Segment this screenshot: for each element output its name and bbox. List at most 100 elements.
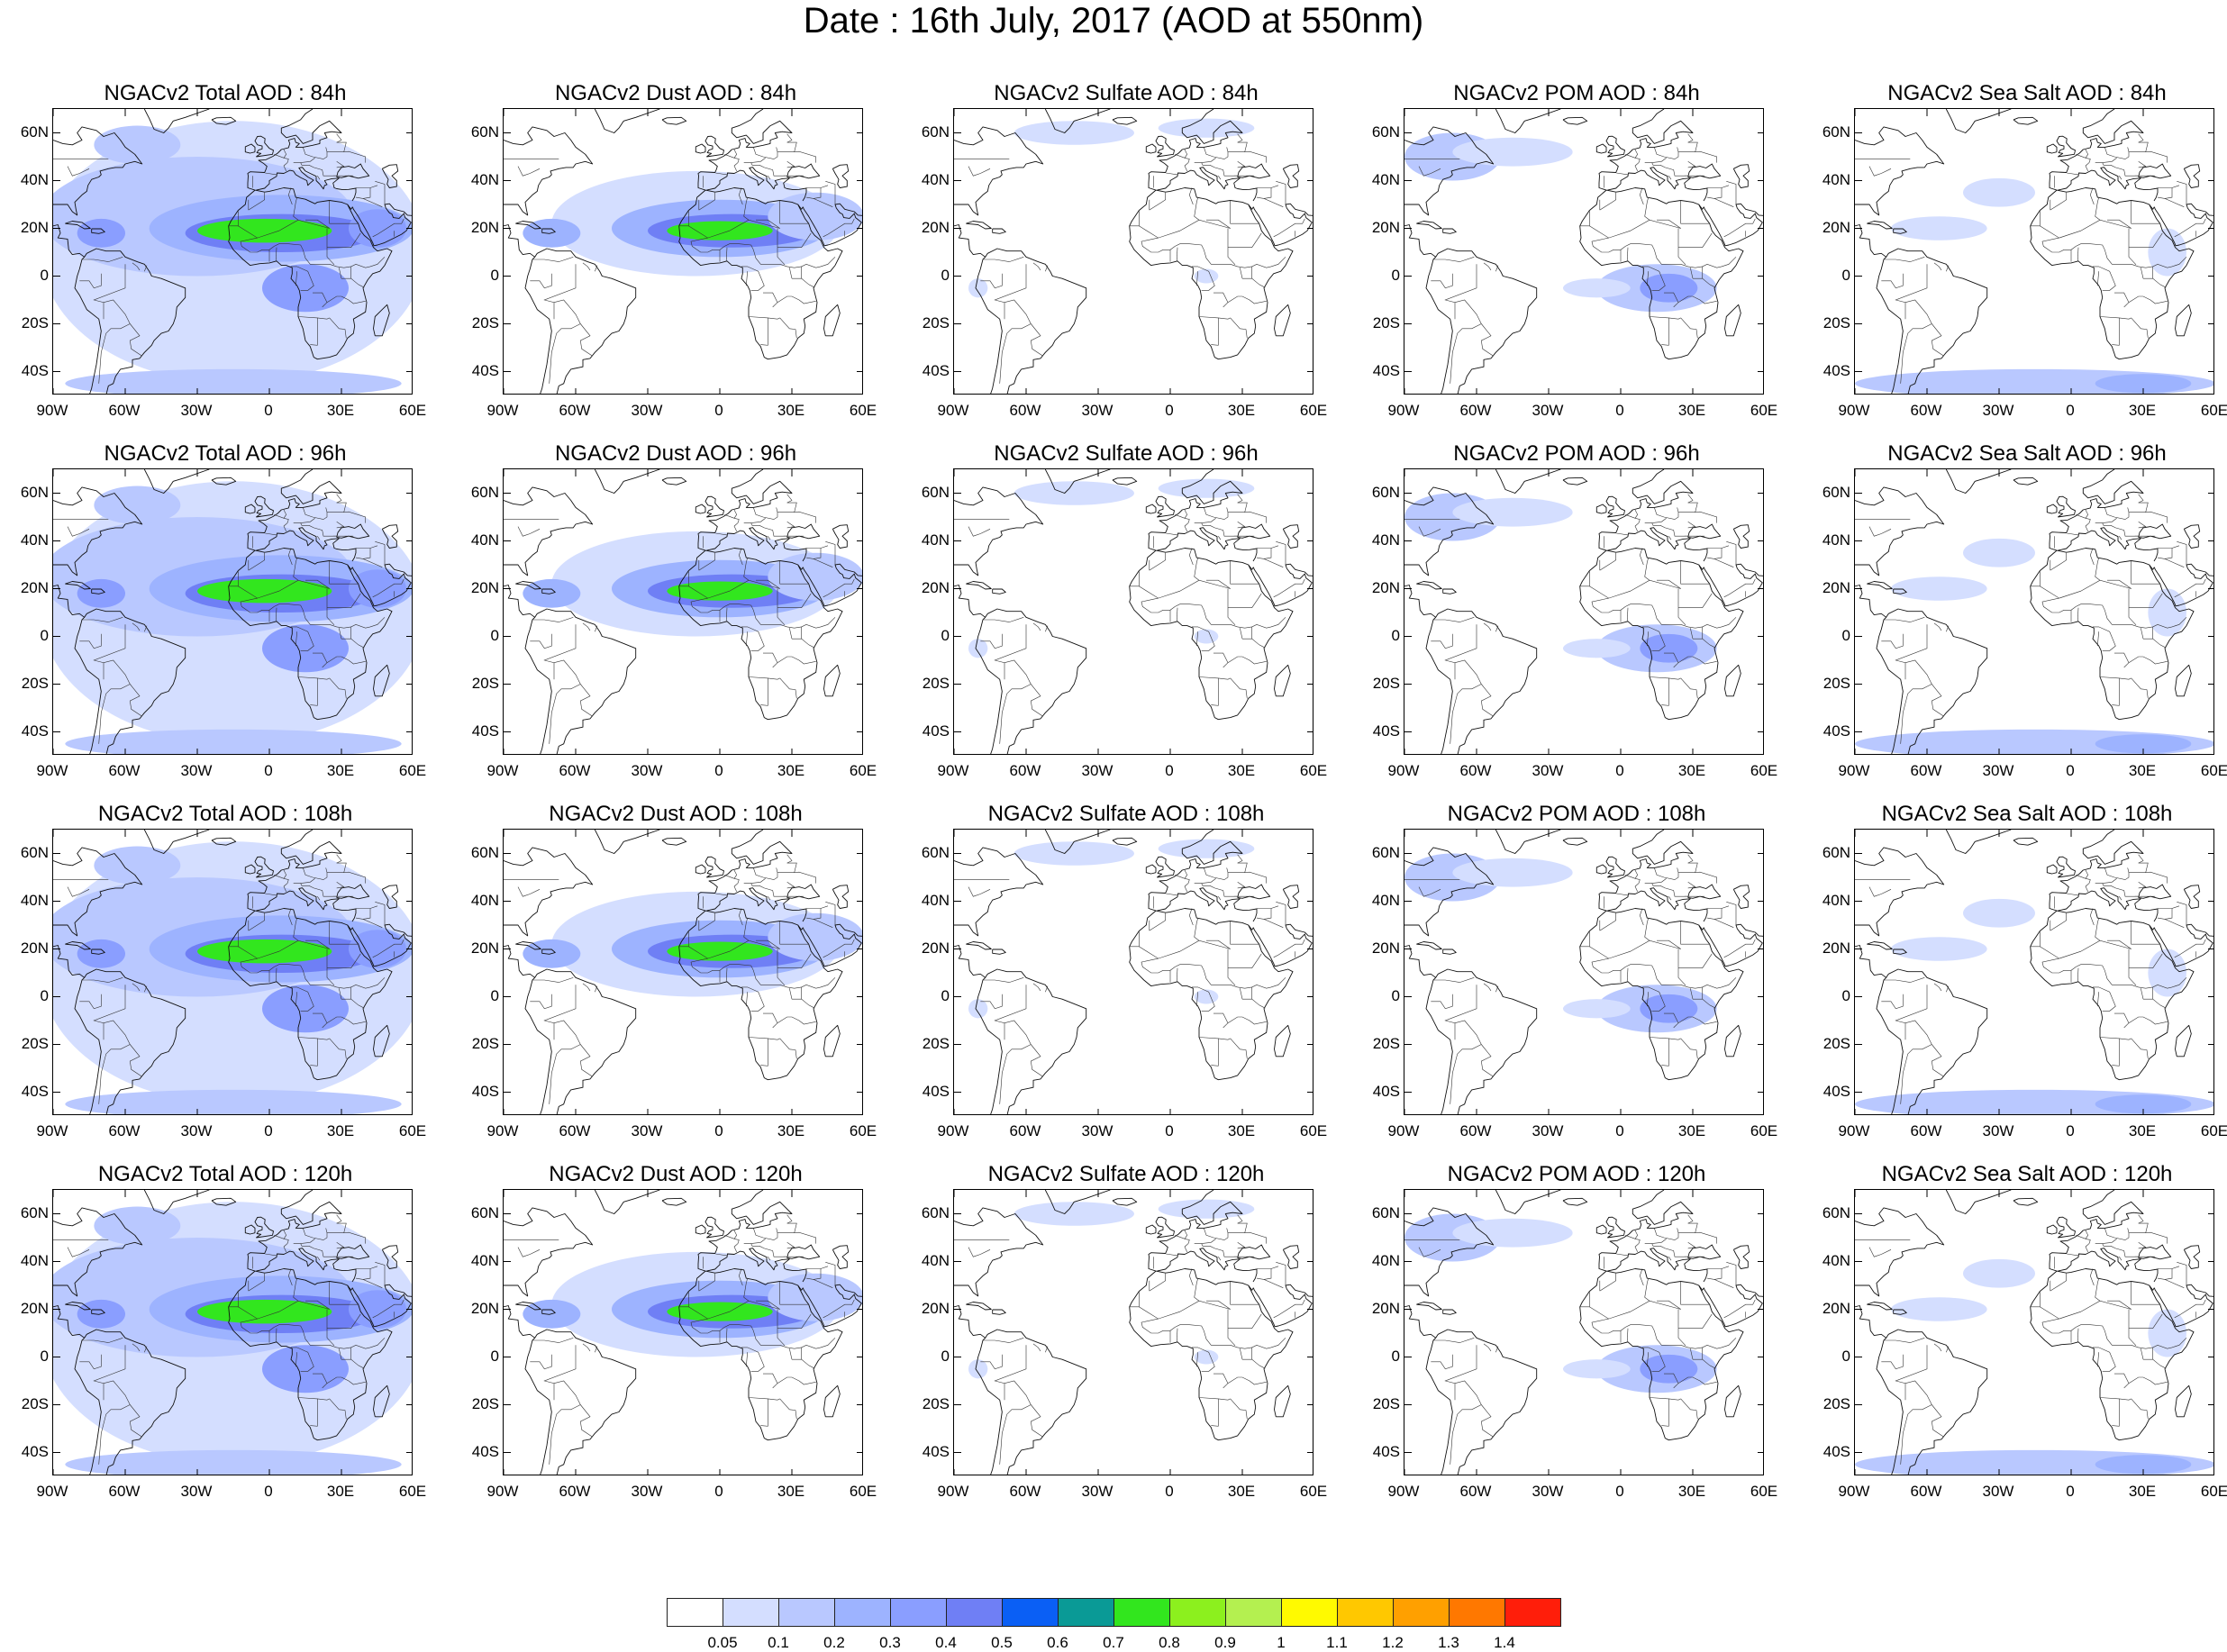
lat-tick-label: 20N: [1371, 939, 1400, 957]
lon-tick-label: 60E: [1750, 402, 1778, 419]
aod-field: [262, 264, 349, 313]
lon-tick-label: 30W: [1532, 762, 1564, 779]
country-borders: [504, 854, 855, 1104]
lat-tick-label: 40N: [1371, 1251, 1400, 1269]
lon-tick-label: 60W: [108, 762, 141, 779]
lon-tick-label: 30E: [777, 402, 805, 419]
lon-tick-label: 60E: [1750, 1122, 1778, 1139]
lat-tick-label: 40S: [922, 1082, 950, 1100]
map-svg: [53, 1190, 412, 1475]
lon-tick-label: 30W: [1982, 402, 2014, 419]
lon-tick-label: 0: [264, 762, 273, 779]
tick-marks: [1855, 830, 2213, 1114]
lat-tick-label: 40N: [1371, 531, 1400, 549]
aod-field: [1963, 177, 2035, 207]
colorbar-swatch: [1393, 1598, 1450, 1627]
aod-field: [768, 1273, 862, 1321]
lat-tick-label: 40S: [471, 361, 499, 379]
lat-tick-label: 60N: [1822, 1203, 1850, 1221]
panel-title: NGACv2 Dust AOD : 84h: [554, 81, 797, 105]
coastlines: [954, 830, 1313, 1114]
aod-field: [1194, 268, 1219, 284]
panel-title: NGACv2 POM AOD : 84h: [1453, 81, 1700, 105]
lat-tick-label: 40S: [1823, 1442, 1850, 1460]
coastlines: [1404, 830, 1763, 1114]
lat-tick-label: 20N: [470, 939, 499, 957]
map-frame: [1854, 468, 2214, 755]
aod-field: [94, 486, 181, 524]
map-frame: [52, 829, 413, 1115]
lon-tick-label: 30E: [1677, 402, 1706, 419]
lat-tick-label: 20N: [1822, 939, 1850, 957]
map-svg: [53, 830, 412, 1114]
country-borders: [954, 854, 1305, 1104]
lat-tick-label: 60N: [1371, 123, 1400, 141]
aod-field: [1014, 841, 1134, 866]
lon-tick-label: 0: [714, 1483, 723, 1500]
lat-tick-label: 20S: [471, 674, 499, 692]
map-frame: [1404, 108, 1764, 395]
tick-marks: [504, 109, 862, 394]
lat-tick-label: 40S: [1823, 1082, 1850, 1100]
lat-tick-label: 0: [1391, 266, 1400, 284]
lon-tick-label: 90W: [937, 402, 969, 419]
lon-tick-label: 30W: [180, 402, 213, 419]
aod-field: [667, 941, 773, 961]
lon-tick-label: 0: [1615, 762, 1624, 779]
aod-field: [65, 368, 402, 394]
map-panel: NGACv2 Total AOD : 108h 60N 40N 20N 0 20S 40S 9…: [0, 802, 450, 1180]
country-borders: [53, 1214, 404, 1465]
lat-tick-label: 60N: [20, 1203, 49, 1221]
lon-tick-label: 30W: [1982, 1122, 2014, 1139]
lon-tick-label: 30W: [631, 1122, 663, 1139]
lat-tick-label: 0: [40, 1347, 49, 1365]
tick-marks: [1855, 469, 2213, 754]
tick-marks: [1404, 830, 1763, 1114]
tick-marks: [954, 830, 1313, 1114]
lon-tick-label: 30E: [326, 1483, 355, 1500]
lon-tick-label: 30E: [1677, 1122, 1706, 1139]
coastlines: [1404, 109, 1763, 394]
map-svg: [1855, 109, 2213, 394]
panel-title: NGACv2 Total AOD : 108h: [97, 802, 353, 826]
colorbar-swatch: [1337, 1598, 1394, 1627]
aod-field: [1452, 1218, 1573, 1248]
map-panel: NGACv2 Total AOD : 84h 60N 40N 20N 0 20S 40S 90…: [0, 81, 450, 459]
aod-field: [94, 1206, 181, 1245]
aod-field: [968, 278, 988, 298]
tick-marks: [1404, 109, 1763, 394]
lat-tick-label: 20S: [1823, 1394, 1850, 1412]
aod-field: [768, 192, 862, 241]
country-borders: [1404, 494, 1756, 744]
lon-tick-label: 60W: [559, 402, 591, 419]
map-frame: [1854, 108, 2214, 395]
lon-tick-label: 60W: [1910, 762, 1942, 779]
country-borders: [1855, 133, 2206, 384]
lat-tick-label: 60N: [1822, 843, 1850, 861]
lat-tick-label: 20S: [1372, 674, 1400, 692]
coastlines: [954, 469, 1313, 754]
lon-tick-label: 60W: [108, 1483, 141, 1500]
lon-tick-label: 0: [1165, 1483, 1174, 1500]
lon-tick-label: 0: [1165, 1122, 1174, 1139]
country-borders: [504, 133, 855, 384]
map-panel: NGACv2 Sulfate AOD : 96h 60N 40N 20N 0 20S 40S…: [901, 441, 1351, 820]
aod-field: [2148, 228, 2186, 277]
country-borders: [954, 494, 1305, 744]
lat-tick-label: 0: [941, 986, 950, 1004]
lat-tick-label: 40N: [470, 1251, 499, 1269]
lat-tick-label: 0: [490, 626, 499, 644]
map-panel: NGACv2 POM AOD : 108h 60N 40N 20N 0 20S 40S 90W…: [1351, 802, 1802, 1180]
map-frame: [1404, 829, 1764, 1115]
lon-tick-label: 60E: [1299, 762, 1328, 779]
map-frame: [503, 108, 863, 395]
aod-field: [1194, 989, 1219, 1004]
aod-field: [1158, 118, 1255, 138]
lat-tick-label: 60N: [921, 1203, 950, 1221]
aod-field: [1963, 1258, 2035, 1288]
lon-tick-label: 60W: [1009, 402, 1041, 419]
lat-tick-label: 40S: [21, 1442, 49, 1460]
country-borders: [1855, 1214, 2206, 1465]
panel-title: NGACv2 Total AOD : 96h: [104, 441, 347, 466]
tick-marks: [1404, 469, 1763, 754]
